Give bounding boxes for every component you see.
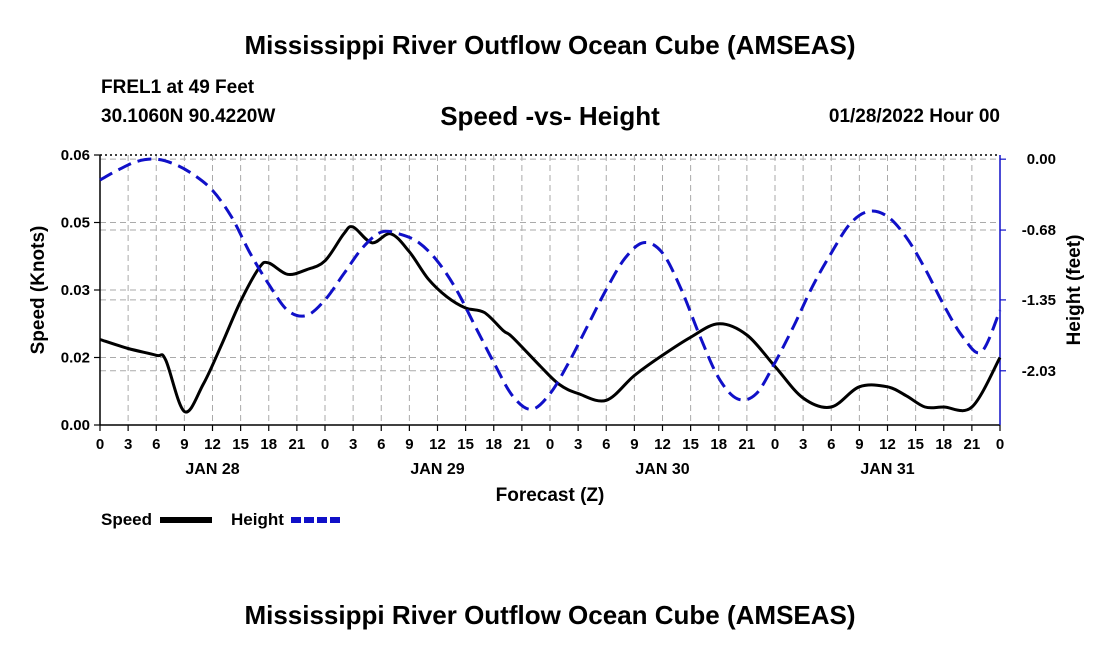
x-tick-label: 9 [405, 436, 413, 453]
x-tick-label: 6 [152, 436, 160, 453]
x-tick-label: 18 [710, 436, 727, 453]
x-day-label: JAN 30 [635, 461, 689, 478]
y-left-tick-label: 0.02 [61, 350, 90, 367]
x-tick-label: 21 [964, 436, 981, 453]
x-tick-label: 18 [485, 436, 502, 453]
x-tick-label: 9 [855, 436, 863, 453]
x-tick-label: 18 [260, 436, 277, 453]
x-tick-label: 0 [771, 436, 779, 453]
x-tick-label: 15 [232, 436, 249, 453]
x-tick-label: 15 [682, 436, 699, 453]
x-tick-label: 15 [907, 436, 924, 453]
y-right-axis-label: Height (feet) [1064, 235, 1085, 346]
y-left-axis-label: Speed (Knots) [28, 226, 49, 355]
x-tick-label: 21 [289, 436, 306, 453]
x-tick-label: 0 [321, 436, 329, 453]
station-label: FREL1 at 49 Feet [101, 77, 255, 98]
x-day-label: JAN 29 [410, 461, 464, 478]
x-day-label: JAN 31 [860, 461, 914, 478]
x-tick-label: 12 [654, 436, 671, 453]
x-tick-label: 0 [996, 436, 1004, 453]
chart-bottom-title: Mississippi River Outflow Ocean Cube (AM… [244, 600, 856, 630]
x-tick-label: 3 [574, 436, 582, 453]
speed-series-line [99, 225, 1002, 414]
y-left-tick-label: 0.05 [61, 215, 90, 232]
x-tick-label: 3 [799, 436, 807, 453]
x-tick-label: 12 [429, 436, 446, 453]
x-tick-label: 15 [457, 436, 474, 453]
x-day-label: JAN 28 [185, 461, 239, 478]
station-coordinates: 30.1060N 90.4220W [101, 106, 276, 127]
chart-main-title: Mississippi River Outflow Ocean Cube (AM… [244, 30, 856, 60]
x-tick-label: 0 [96, 436, 104, 453]
legend-speed-label: Speed [101, 510, 153, 529]
x-tick-label: 12 [879, 436, 896, 453]
forecast-timestamp: 01/28/2022 Hour 00 [828, 106, 1000, 127]
y-right-tick-label: 0.00 [1027, 151, 1056, 168]
x-tick-label: 3 [349, 436, 357, 453]
y-right-tick-label: -0.68 [1022, 222, 1056, 239]
x-tick-label: 6 [602, 436, 610, 453]
legend-height-label: Height [231, 510, 284, 529]
x-tick-label: 6 [827, 436, 835, 453]
height-series-line [99, 157, 1002, 411]
y-left-tick-label: 0.06 [61, 147, 90, 164]
x-tick-label: 3 [124, 436, 132, 453]
x-tick-label: 9 [630, 436, 638, 453]
y-right-tick-label: -1.35 [1022, 292, 1056, 309]
y-right-tick-label: -2.03 [1022, 363, 1056, 380]
x-tick-label: 9 [180, 436, 188, 453]
x-tick-label: 21 [514, 436, 531, 453]
y-left-tick-label: 0.03 [61, 282, 90, 299]
y-left-tick-label: 0.00 [61, 417, 90, 434]
x-tick-label: 12 [204, 436, 221, 453]
x-tick-label: 18 [935, 436, 952, 453]
x-tick-label: 21 [739, 436, 756, 453]
x-axis-label: Forecast (Z) [496, 485, 605, 506]
x-tick-label: 6 [377, 436, 385, 453]
x-tick-label: 0 [546, 436, 554, 453]
chart-subtitle: Speed -vs- Height [440, 101, 660, 131]
